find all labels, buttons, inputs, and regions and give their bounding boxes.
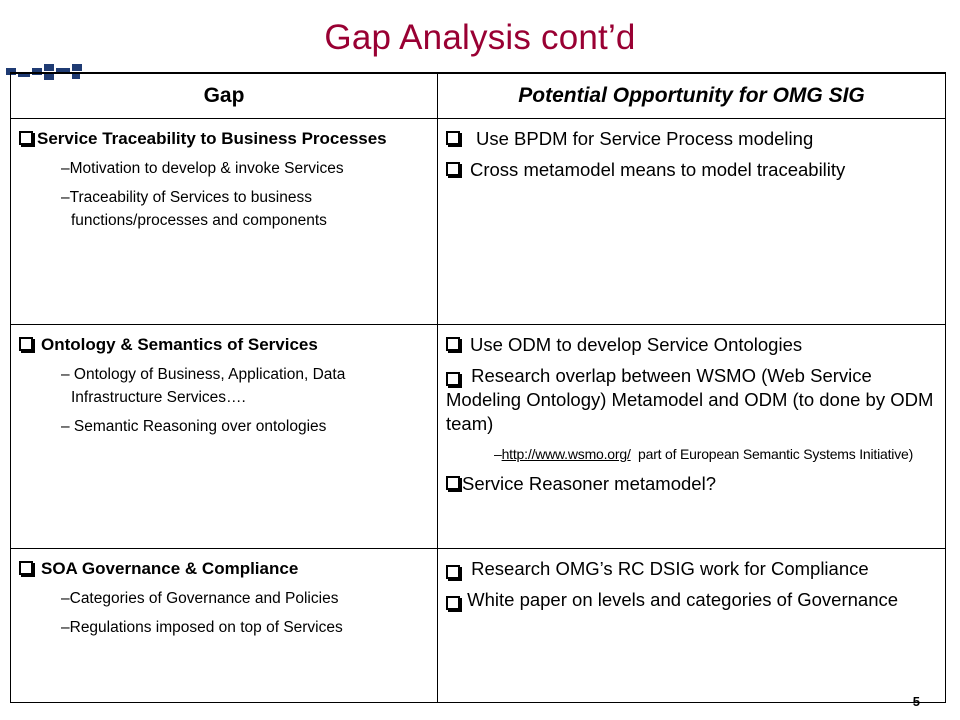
opportunity-item: Service Reasoner metamodel?	[446, 472, 937, 496]
opportunity-item: Research OMG’s RC DSIG work for Complian…	[446, 557, 937, 581]
gap-detail: – Semantic Reasoning over ontologies	[61, 418, 327, 435]
gap-analysis-table: Gap Potential Opportunity for OMG SIG Se…	[10, 73, 946, 703]
opportunity-item: Cross metamodel means to model traceabil…	[446, 158, 937, 182]
column-header-gap: Gap	[10, 73, 438, 119]
checkbox-bullet-icon	[446, 476, 460, 490]
checkbox-bullet-icon	[446, 565, 460, 579]
gap-heading: Service Traceability to Business Process…	[19, 127, 431, 151]
checkbox-bullet-icon	[446, 596, 460, 610]
gap-detail: –Motivation to develop & invoke Services	[61, 160, 344, 177]
opportunity-item: White paper on levels and categories of …	[446, 588, 937, 612]
gap-cell: Service Traceability to Business Process…	[10, 118, 438, 325]
gap-heading: Ontology & Semantics of Services	[19, 333, 431, 357]
gap-detail: –Regulations imposed on top of Services	[61, 619, 343, 636]
column-header-opportunity: Potential Opportunity for OMG SIG	[437, 73, 946, 119]
table-header-row: Gap Potential Opportunity for OMG SIG	[10, 73, 946, 119]
gap-detail: –Traceability of Services to business fu…	[61, 189, 327, 229]
opportunity-cell: Use BPDM for Service Process modeling Cr…	[437, 118, 946, 325]
opportunity-detail: –http://www.wsmo.org/ part of European S…	[494, 446, 914, 462]
opportunity-item: Research overlap between WSMO (Web Servi…	[446, 365, 934, 434]
checkbox-bullet-icon	[19, 337, 33, 351]
table-row: Ontology & Semantics of Services – Ontol…	[10, 324, 946, 549]
gap-detail: – Ontology of Business, Application, Dat…	[61, 366, 346, 406]
table-row: Service Traceability to Business Process…	[10, 118, 946, 325]
checkbox-bullet-icon	[446, 162, 460, 176]
wsmo-link[interactable]: http://www.wsmo.org/	[501, 446, 631, 462]
opportunity-item: Use BPDM for Service Process modeling	[446, 127, 937, 151]
gap-cell: SOA Governance & Compliance –Categories …	[10, 548, 438, 703]
checkbox-bullet-icon	[446, 337, 460, 351]
opportunity-cell: Research OMG’s RC DSIG work for Complian…	[437, 548, 946, 703]
opportunity-cell: Use ODM to develop Service Ontologies Re…	[437, 324, 946, 549]
slide-title: Gap Analysis cont’d	[324, 18, 636, 57]
gap-detail: –Categories of Governance and Policies	[61, 590, 339, 607]
checkbox-bullet-icon	[19, 561, 33, 575]
table-row: SOA Governance & Compliance –Categories …	[10, 548, 946, 703]
checkbox-bullet-icon	[446, 372, 460, 386]
page-number: 5	[912, 694, 920, 709]
gap-cell: Ontology & Semantics of Services – Ontol…	[10, 324, 438, 549]
checkbox-bullet-icon	[446, 131, 460, 145]
opportunity-item: Use ODM to develop Service Ontologies	[446, 333, 937, 357]
checkbox-bullet-icon	[19, 131, 33, 145]
gap-heading: SOA Governance & Compliance	[19, 557, 431, 581]
